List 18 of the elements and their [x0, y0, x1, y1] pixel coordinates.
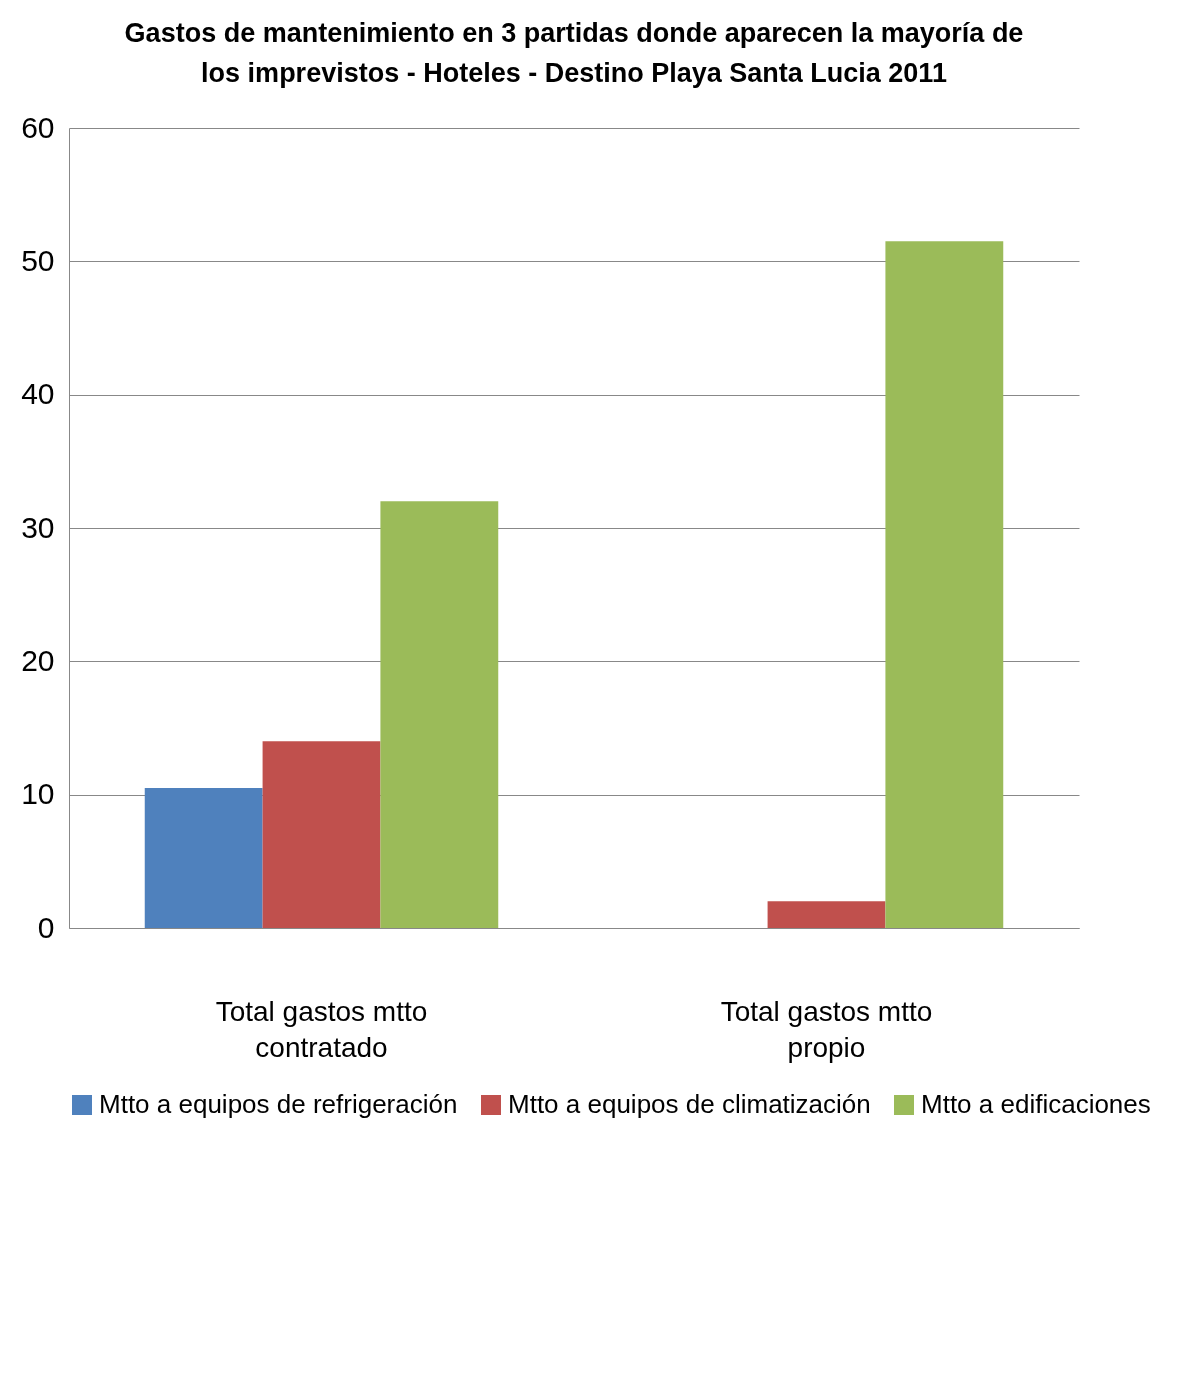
legend-label: Mtto a equipos de climatización: [508, 1089, 871, 1119]
legend-label: Mtto a edificaciones: [921, 1089, 1151, 1119]
bar: [885, 241, 1004, 928]
y-tick-label: 40: [21, 377, 55, 411]
bar: [380, 501, 499, 928]
y-tick-label: 10: [21, 777, 55, 811]
y-tick-label: 0: [37, 910, 55, 944]
y-tick-label: 50: [21, 243, 55, 277]
bar: [262, 741, 381, 928]
legend-label: Mtto a equipos de refrigeración: [99, 1089, 458, 1119]
y-tick-label: 30: [21, 510, 55, 544]
x-tick-label: Total gastos mtto contratado: [215, 995, 428, 1063]
y-tick-label: 20: [21, 643, 55, 677]
x-tick-label: Total gastos mtto propio: [720, 995, 933, 1063]
bar: [767, 901, 886, 928]
chart-title: Gastos de mantenimiento en 3 partidas donde aparecen la mayoría de los imprevistos - Hoteles - Destino Playa Santa Lucia 2011: [124, 18, 1024, 88]
y-tick-label: 60: [21, 110, 55, 144]
bar: [144, 788, 263, 928]
